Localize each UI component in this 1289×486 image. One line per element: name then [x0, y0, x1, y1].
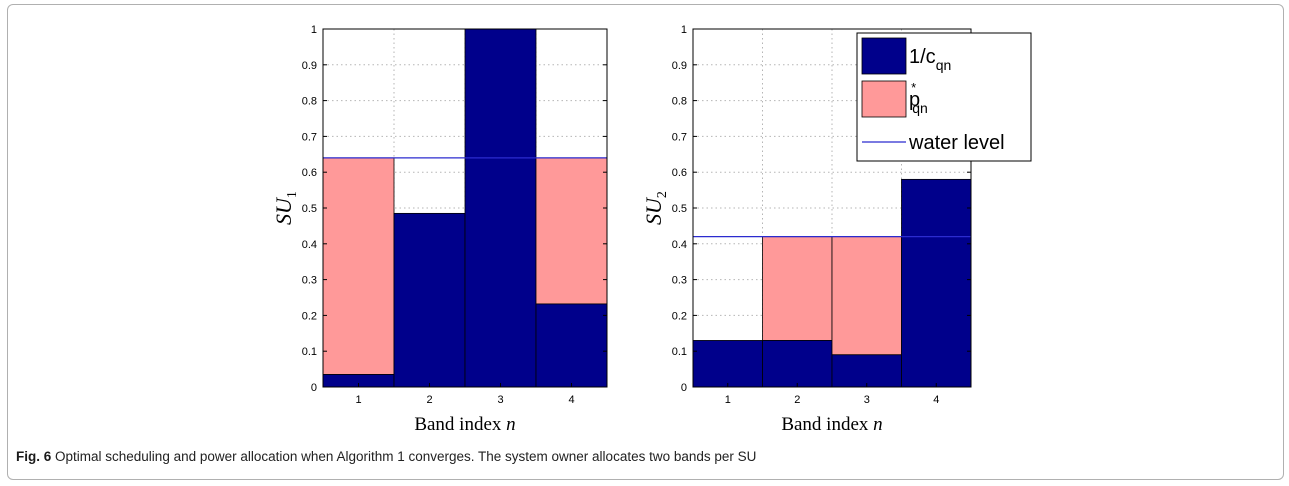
x-axis-label-text: Band index — [781, 414, 873, 435]
x-tick-label: 1 — [725, 394, 731, 406]
x-axis-label-var: n — [873, 414, 883, 435]
legend-label: water level — [908, 132, 1005, 154]
x-axis-label-text: Band index — [414, 414, 506, 435]
x-tick-label: 2 — [426, 394, 432, 406]
y-tick-label: 0.1 — [672, 346, 687, 358]
y-tick-label: 0.8 — [302, 96, 317, 108]
y-axis-label-text: SU — [271, 196, 296, 225]
figure-frame — [7, 4, 1284, 480]
bar-inverse-gain — [393, 212, 466, 388]
x-tick-label: 1 — [355, 394, 361, 406]
y-axis-label-subscript: 2 — [655, 191, 670, 198]
y-tick-label: 1 — [311, 24, 317, 36]
y-tick-label: 0.6 — [302, 167, 317, 179]
bar-power-allocation — [322, 157, 395, 375]
caption-text: Optimal scheduling and power allocation … — [51, 449, 757, 464]
bar-inverse-gain — [831, 354, 902, 388]
y-tick-label: 0.2 — [302, 310, 317, 322]
bar-power-allocation — [831, 236, 902, 356]
legend-label-text: p — [909, 89, 920, 111]
bar-inverse-gain — [692, 340, 763, 388]
chart-su1: 0 0.1 0.2 0.3 0.4 0.5 0.6 0.7 0.8 0.9 1 1 2 3 4 Band in… — [271, 24, 608, 435]
bar-inverse-gain — [464, 28, 537, 388]
y-tick-label: 0.4 — [302, 239, 317, 251]
legend-label-text: 1/c — [909, 46, 936, 68]
legend-label: p* qn — [909, 80, 928, 116]
y-axis-label: SU2 — [641, 191, 670, 225]
x-axis-label: Band index n — [414, 414, 515, 435]
y-axis-label: SU1 — [271, 191, 300, 225]
figure-caption: Fig. 6 Optimal scheduling and power allo… — [16, 449, 756, 464]
y-axis-label-text: SU — [641, 196, 666, 225]
y-tick-label: 0.5 — [302, 203, 317, 215]
bar-inverse-gain — [901, 178, 972, 388]
y-tick-label: 0.3 — [672, 275, 687, 287]
bar-inverse-gain — [762, 340, 833, 388]
legend-label-text: water level — [908, 132, 1005, 154]
y-tick-label: 0.9 — [672, 60, 687, 72]
legend-swatch-inverse-gain — [861, 37, 907, 75]
y-tick-label: 0.3 — [302, 275, 317, 287]
legend-label-subscript: qn — [936, 57, 952, 73]
legend-label-subscript: qn — [912, 100, 928, 116]
legend-swatch-power — [861, 80, 907, 118]
y-tick-label: 0.1 — [302, 346, 317, 358]
y-tick-label: 0.7 — [672, 131, 687, 143]
y-tick-label: 0.9 — [302, 60, 317, 72]
x-axis-label: Band index n — [781, 414, 882, 435]
y-tick-label: 0.5 — [672, 203, 687, 215]
y-tick-label: 0.7 — [302, 131, 317, 143]
caption-label: Fig. 6 — [16, 449, 52, 464]
bar-power-allocation — [535, 157, 608, 305]
y-tick-label: 0.4 — [672, 239, 687, 251]
y-tick-label: 0.6 — [672, 167, 687, 179]
bar-power-allocation — [762, 236, 833, 341]
chart-su2: 0 0.1 0.2 0.3 0.4 0.5 0.6 0.7 0.8 0.9 1 1 2 3 4 Band in… — [641, 24, 972, 435]
legend-label-superscript: * — [911, 80, 916, 95]
x-tick-label: 3 — [497, 394, 503, 406]
y-tick-label: 0.2 — [672, 310, 687, 322]
x-tick-label: 2 — [794, 394, 800, 406]
y-tick-label: 0 — [681, 382, 687, 394]
x-axis-label-var: n — [506, 414, 516, 435]
y-axis-label-subscript: 1 — [285, 191, 300, 198]
y-tick-label: 1 — [681, 24, 687, 36]
x-tick-label: 4 — [568, 394, 574, 406]
bar-inverse-gain — [535, 303, 608, 388]
x-tick-label: 4 — [933, 394, 939, 406]
legend-label: 1/cqn — [909, 46, 951, 73]
y-tick-label: 0 — [311, 382, 317, 394]
y-tick-label: 0.8 — [672, 96, 687, 108]
x-tick-label: 3 — [864, 394, 870, 406]
